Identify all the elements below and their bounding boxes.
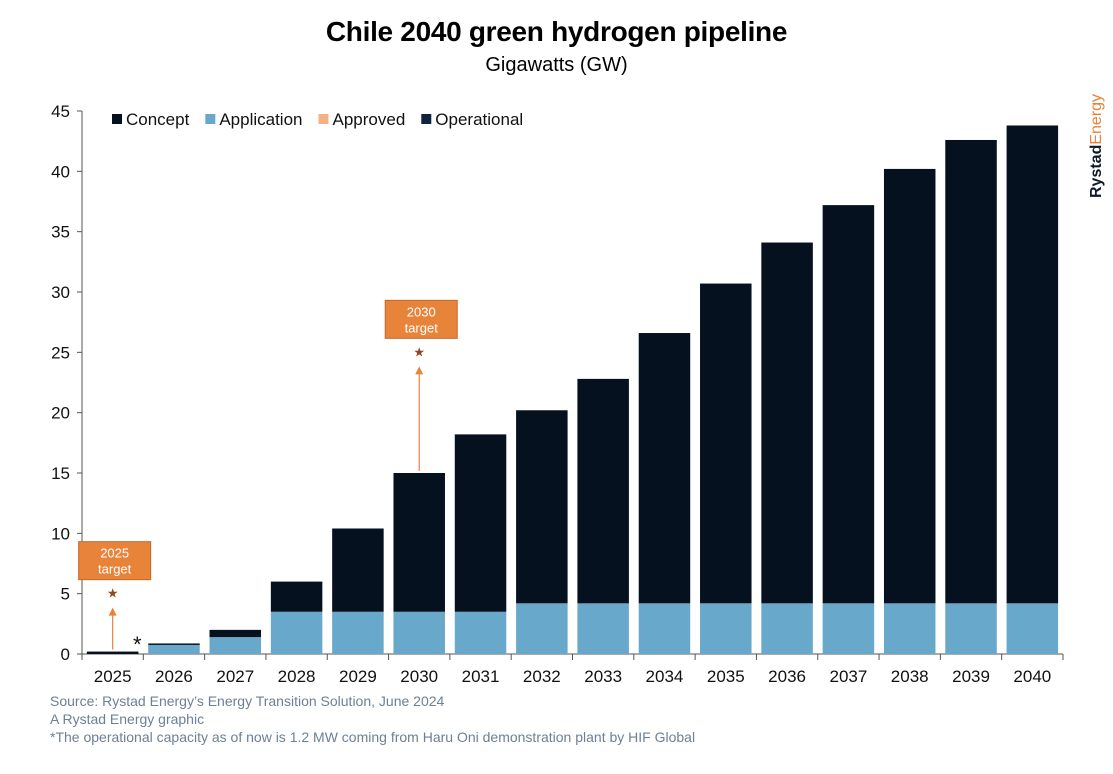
y-tick-label: 20	[51, 404, 70, 423]
target-arrowhead	[108, 607, 117, 616]
x-tick-label: 2028	[278, 667, 316, 686]
y-tick-label: 30	[51, 283, 70, 302]
source-note: Source: Rystad Energy’s Energy Transitio…	[50, 693, 445, 709]
chart-subtitle: Gigawatts (GW)	[485, 54, 628, 76]
legend-swatch-application	[205, 114, 216, 124]
target-label-year: 2030	[407, 304, 436, 319]
y-tick-label: 25	[51, 343, 70, 362]
legend-label-application: Application	[219, 110, 302, 129]
concept-bar	[577, 378, 629, 604]
target-star-icon: ★	[107, 587, 119, 602]
application-bar	[209, 637, 262, 654]
y-tick-label: 5	[61, 585, 70, 604]
concept-bar	[332, 528, 384, 612]
application-bar	[1006, 603, 1059, 654]
legend-swatch-approved	[318, 114, 329, 124]
x-tick-label: 2037	[829, 667, 867, 686]
legend-swatch-concept	[112, 114, 122, 124]
x-tick-label: 2026	[155, 667, 193, 686]
concept-bar	[700, 283, 752, 604]
concept-bar	[883, 168, 936, 604]
concept-bar	[86, 651, 139, 654]
target-arrowhead	[415, 366, 424, 375]
target-label-year: 2025	[100, 546, 129, 561]
concept-bar	[1006, 125, 1059, 604]
chart-title: Chile 2040 green hydrogen pipeline	[325, 16, 788, 47]
application-bar	[270, 611, 323, 654]
x-tick-label: 2036	[768, 667, 806, 686]
application-bar	[577, 603, 629, 654]
concept-bar	[822, 205, 875, 604]
application-bar	[393, 611, 445, 654]
x-tick-label: 2031	[462, 667, 500, 686]
application-bar	[148, 644, 200, 654]
concept-bar	[270, 581, 323, 612]
target-star-icon: ★	[413, 345, 425, 360]
concept-bar	[761, 242, 813, 604]
legend-label-approved: Approved	[333, 110, 406, 129]
target-label-box	[384, 299, 458, 339]
y-tick-label: 45	[51, 102, 70, 121]
x-tick-label: 2029	[339, 667, 377, 686]
application-bar	[700, 603, 752, 654]
y-tick-label: 10	[51, 524, 70, 543]
concept-bar	[209, 629, 262, 638]
concept-bar	[393, 473, 445, 612]
application-bar	[454, 611, 507, 654]
concept-bar	[516, 410, 568, 604]
concept-bar	[945, 139, 997, 604]
x-tick-label: 2027	[216, 667, 254, 686]
application-bar	[822, 603, 875, 654]
x-tick-label: 2033	[584, 667, 622, 686]
x-tick-label: 2039	[952, 667, 990, 686]
x-tick-label: 2034	[646, 667, 684, 686]
x-tick-label: 2040	[1013, 667, 1051, 686]
x-tick-label: 2030	[400, 667, 438, 686]
y-tick-label: 40	[51, 162, 70, 181]
x-tick-label: 2025	[94, 667, 132, 686]
chart-footer: Source: Rystad Energy’s Energy Transitio…	[50, 692, 695, 746]
application-bar	[883, 603, 936, 654]
application-bar	[516, 603, 568, 654]
concept-bar	[638, 333, 691, 604]
y-tick-label: 15	[51, 464, 70, 483]
legend-label-concept: Concept	[126, 110, 190, 129]
target-label-text: target	[405, 320, 439, 335]
target-label-text: target	[98, 562, 132, 577]
application-bar	[945, 603, 997, 654]
application-bar	[638, 603, 691, 654]
application-bar	[332, 611, 384, 654]
credit-note: A Rystad Energy graphic	[50, 711, 205, 727]
legend-swatch-operational	[421, 114, 432, 124]
concept-bar	[148, 643, 200, 645]
legend-label-operational: Operational	[435, 110, 523, 129]
y-tick-label: 0	[61, 645, 70, 664]
x-tick-label: 2032	[523, 667, 561, 686]
x-tick-label: 2035	[707, 667, 745, 686]
y-tick-label: 35	[51, 223, 70, 242]
footnote: *The operational capacity as of now is 1…	[50, 729, 696, 745]
concept-bar	[454, 434, 507, 612]
x-tick-label: 2038	[891, 667, 929, 686]
target-label-box	[78, 541, 152, 581]
operational-asterisk: *	[133, 632, 142, 657]
application-bar	[761, 603, 813, 654]
